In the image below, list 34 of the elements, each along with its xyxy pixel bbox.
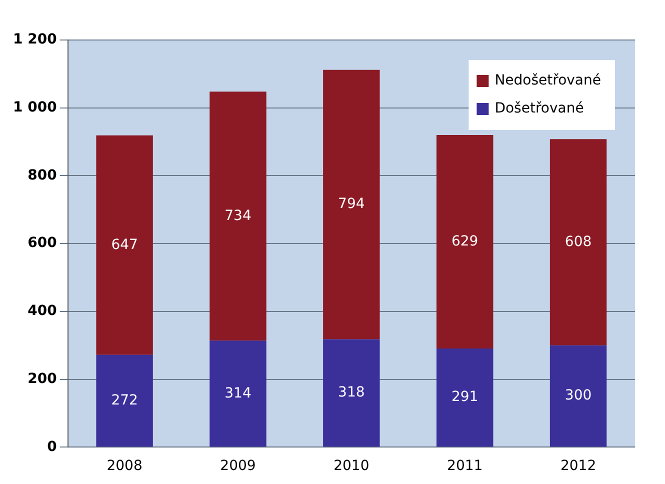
y-tick-label: 0 [47,438,58,455]
x-tick-label: 2011 [447,458,483,474]
bar [210,340,266,447]
data-label: 734 [224,208,252,224]
bar [323,70,380,340]
bar [96,135,153,355]
y-tick-label: 200 [28,370,58,387]
data-label: 272 [111,392,138,408]
y-tick-label: 1 200 [12,32,58,48]
y-tick-label: 800 [28,167,58,184]
data-label: 794 [338,196,365,212]
y-tick-label: 600 [28,235,58,252]
y-tick-label: 400 [28,303,58,320]
bar [436,348,494,447]
bar [436,135,494,348]
y-tick-label: 1 000 [12,100,58,116]
x-tick-label: 2009 [220,458,256,474]
legend-label: Nedošetřované [494,72,602,89]
bar [550,139,607,346]
data-label: 608 [564,234,592,250]
bar [323,339,380,447]
bar [210,92,266,341]
data-label: 314 [224,385,252,402]
data-label: 300 [564,388,592,404]
data-label: 647 [111,236,138,253]
x-tick-label: 2010 [334,458,370,474]
data-label: 629 [451,233,478,250]
bar [550,345,607,447]
legend-label: Došetřované [494,100,584,117]
data-label: 291 [451,389,478,406]
x-tick-label: 2012 [560,458,596,474]
x-tick-label: 2008 [106,458,142,474]
data-label: 318 [338,384,365,401]
bar [96,354,153,447]
